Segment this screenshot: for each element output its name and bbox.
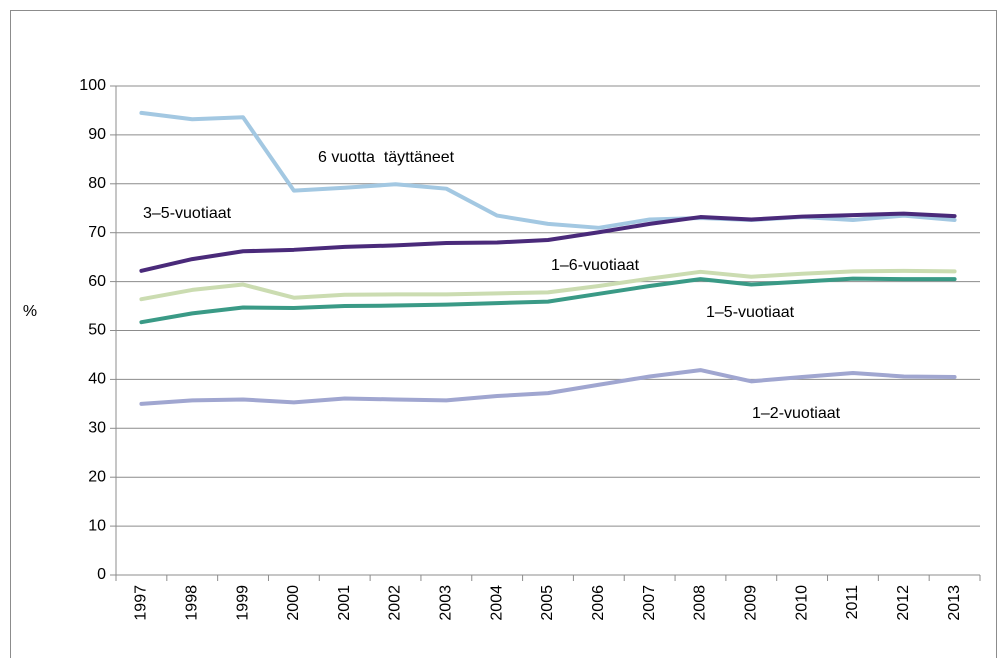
x-tick-label: 2006 <box>590 585 607 621</box>
y-axis-label: % <box>23 303 37 320</box>
x-tick-label: 2002 <box>387 585 404 621</box>
x-tick-label: 1999 <box>234 585 251 621</box>
x-tick-label: 2010 <box>793 585 810 621</box>
x-tick-label: 2005 <box>539 585 556 621</box>
x-tick-label: 2008 <box>692 585 709 621</box>
series-label: 1–2-vuotiaat <box>752 405 841 422</box>
y-tick-label: 10 <box>88 517 106 534</box>
x-tick-label: 2000 <box>285 585 302 621</box>
y-tick-label: 20 <box>88 468 106 485</box>
y-tick-label: 100 <box>79 77 106 94</box>
y-tick-label: 90 <box>88 126 106 143</box>
y-tick-label: 80 <box>88 175 106 192</box>
series-label: 6 vuotta täyttäneet <box>318 149 455 166</box>
x-tick-label: 2012 <box>895 585 912 621</box>
series-label: 3–5-vuotiaat <box>143 205 232 222</box>
y-tick-label: 70 <box>88 224 106 241</box>
y-tick-label: 30 <box>88 420 106 437</box>
y-tick-label: 0 <box>97 566 106 583</box>
x-tick-label: 2011 <box>844 585 861 620</box>
series-line <box>139 110 957 230</box>
series-line <box>139 211 957 273</box>
chart-frame <box>10 10 997 658</box>
series-line <box>139 276 957 325</box>
series-label: 1–5-vuotiaat <box>706 304 795 321</box>
x-tick-label: 2001 <box>336 585 353 621</box>
x-tick-label: 2003 <box>438 585 455 621</box>
x-tick-label: 2009 <box>743 585 760 621</box>
x-tick-label: 2004 <box>488 585 505 621</box>
x-tick-label: 1997 <box>133 585 150 621</box>
series-line <box>139 268 957 302</box>
x-tick-label: 2007 <box>641 585 658 621</box>
series-line <box>139 368 957 406</box>
series-label: 1–6-vuotiaat <box>551 257 640 274</box>
y-tick-label: 60 <box>88 273 106 290</box>
x-tick-label: 2013 <box>946 585 963 621</box>
y-tick-label: 50 <box>88 322 106 339</box>
y-tick-label: 40 <box>88 371 106 388</box>
x-tick-label: 1998 <box>183 585 200 621</box>
